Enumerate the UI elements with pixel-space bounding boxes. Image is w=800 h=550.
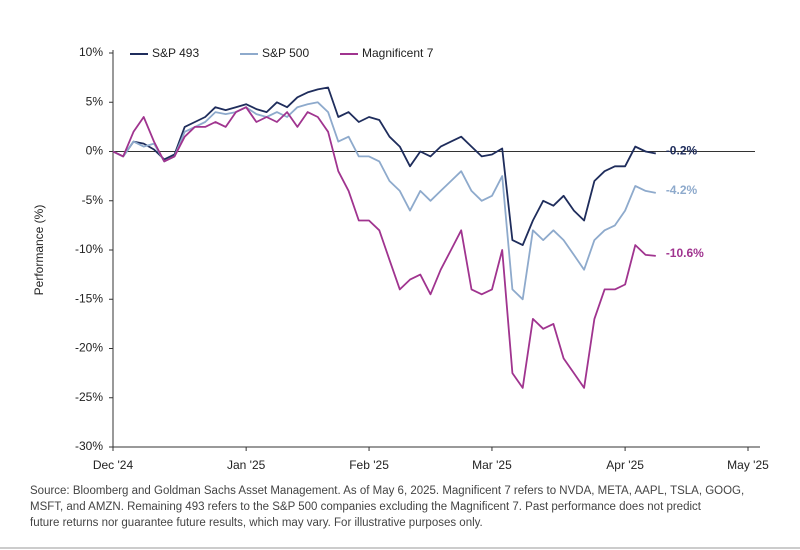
end-label: -10.6% (666, 246, 704, 260)
legend-label: Magnificent 7 (362, 46, 434, 60)
y-tick-label: -25% (75, 390, 103, 404)
y-tick-label: 5% (86, 94, 104, 108)
footnote: MSFT, and AMZN. Remaining 493 refers to … (30, 501, 702, 513)
x-tick-label: May '25 (727, 458, 769, 472)
footnote: future returns nor guarantee future resu… (30, 517, 483, 529)
y-tick-label: -5% (82, 193, 104, 207)
x-tick-label: Dec '24 (93, 458, 134, 472)
end-label: -0.2% (666, 144, 698, 158)
y-tick-label: -20% (75, 341, 103, 355)
x-tick-label: Apr '25 (606, 458, 644, 472)
series-line (112, 86, 656, 246)
y-axis-label: Performance (%) (32, 205, 46, 296)
y-tick-label: -10% (75, 242, 103, 256)
x-tick-label: Mar '25 (472, 458, 512, 472)
y-tick-label: 10% (79, 45, 103, 59)
y-tick-label: -15% (75, 291, 103, 305)
legend-label: S&P 500 (262, 46, 309, 60)
end-label: -4.2% (666, 183, 698, 197)
x-tick-label: Jan '25 (227, 458, 266, 472)
series-line (112, 106, 656, 389)
y-tick-label: 0% (86, 144, 104, 158)
x-tick-label: Feb '25 (349, 458, 389, 472)
footnote: Source: Bloomberg and Goldman Sachs Asse… (30, 485, 744, 497)
legend-label: S&P 493 (152, 46, 199, 60)
series-line (112, 101, 656, 301)
y-tick-label: -30% (75, 439, 103, 453)
